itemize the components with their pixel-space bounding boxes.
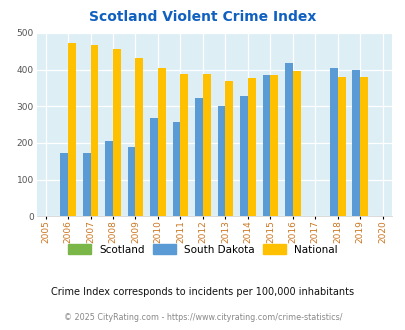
- Bar: [217, 106, 225, 216]
- Bar: [60, 153, 68, 216]
- Bar: [352, 70, 359, 216]
- Bar: [270, 76, 277, 216]
- Bar: [329, 68, 337, 216]
- Bar: [150, 118, 158, 216]
- Bar: [284, 63, 292, 216]
- Legend: Scotland, South Dakota, National: Scotland, South Dakota, National: [64, 240, 341, 259]
- Bar: [202, 74, 210, 216]
- Bar: [359, 77, 367, 216]
- Bar: [105, 141, 113, 216]
- Bar: [337, 77, 345, 216]
- Bar: [83, 153, 90, 216]
- Bar: [180, 74, 188, 216]
- Bar: [225, 82, 233, 216]
- Bar: [262, 75, 270, 216]
- Text: Scotland Violent Crime Index: Scotland Violent Crime Index: [89, 10, 316, 24]
- Bar: [158, 68, 165, 216]
- Bar: [113, 49, 121, 216]
- Bar: [127, 147, 135, 216]
- Bar: [247, 79, 255, 216]
- Bar: [90, 45, 98, 216]
- Text: © 2025 CityRating.com - https://www.cityrating.com/crime-statistics/: © 2025 CityRating.com - https://www.city…: [64, 313, 341, 322]
- Bar: [68, 43, 76, 216]
- Bar: [239, 96, 247, 216]
- Text: Crime Index corresponds to incidents per 100,000 inhabitants: Crime Index corresponds to incidents per…: [51, 287, 354, 297]
- Bar: [135, 58, 143, 216]
- Bar: [172, 122, 180, 216]
- Bar: [194, 98, 202, 216]
- Bar: [292, 71, 300, 216]
